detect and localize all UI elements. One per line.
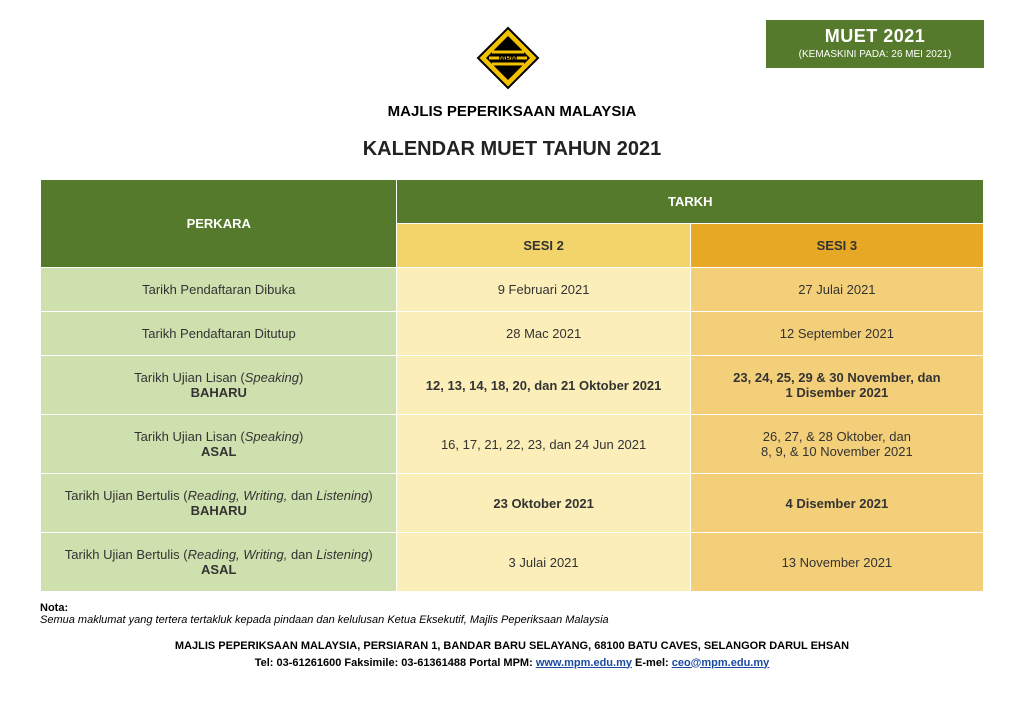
col-header-sesi2: SESI 2 [397,224,690,268]
perkara-cell: Tarikh Pendaftaran Dibuka [41,268,397,312]
sesi2-cell: 3 Julai 2021 [397,533,690,592]
col-header-sesi3: SESI 3 [690,224,983,268]
calendar-table: PERKARA TARKH SESI 2 SESI 3 Tarikh Penda… [40,179,984,592]
nota-label: Nota: [40,602,68,614]
table-row: Tarikh Ujian Lisan (Speaking) ASAL 16, 1… [41,415,984,474]
table-row: Tarikh Ujian Lisan (Speaking) BAHARU 12,… [41,356,984,415]
sesi3-cell: 12 September 2021 [690,312,983,356]
organization-name: MAJLIS PEPERIKSAAN MALAYSIA [40,103,984,120]
portal-link[interactable]: www.mpm.edu.my [536,657,632,669]
perkara-cell: Tarikh Ujian Lisan (Speaking) ASAL [41,415,397,474]
footer-block: MAJLIS PEPERIKSAAN MALAYSIA, PERSIARAN 1… [40,638,984,671]
logo-container: MPM [250,20,766,95]
perkara-cell: Tarikh Pendaftaran Ditutup [41,312,397,356]
badge-subtitle: (KEMASKINI PADA: 26 MEI 2021) [780,49,970,60]
svg-text:MPM: MPM [499,54,518,63]
col-header-tarkh: TARKH [397,180,984,224]
sesi2-cell: 12, 13, 14, 18, 20, dan 21 Oktober 2021 [397,356,690,415]
sesi3-cell: 13 November 2021 [690,533,983,592]
sesi2-cell: 28 Mac 2021 [397,312,690,356]
sesi3-cell: 4 Disember 2021 [690,474,983,533]
sesi3-cell: 26, 27, & 28 Oktober, dan8, 9, & 10 Nove… [690,415,983,474]
document-title: KALENDAR MUET TAHUN 2021 [40,138,984,161]
nota-text: Semua maklumat yang tertera tertakluk ke… [40,614,609,626]
sesi2-cell: 16, 17, 21, 22, 23, dan 24 Jun 2021 [397,415,690,474]
perkara-cell: Tarikh Ujian Bertulis (Reading, Writing,… [41,474,397,533]
col-header-perkara: PERKARA [41,180,397,268]
nota-block: Nota: Semua maklumat yang tertera tertak… [40,602,984,626]
footer-address: MAJLIS PEPERIKSAAN MALAYSIA, PERSIARAN 1… [40,638,984,655]
email-link[interactable]: ceo@mpm.edu.my [672,657,770,669]
table-row: Tarikh Ujian Bertulis (Reading, Writing,… [41,533,984,592]
muet-badge: MUET 2021 (KEMASKINI PADA: 26 MEI 2021) [766,20,984,68]
sesi2-cell: 23 Oktober 2021 [397,474,690,533]
table-row: Tarikh Pendaftaran Dibuka 9 Februari 202… [41,268,984,312]
table-row: Tarikh Ujian Bertulis (Reading, Writing,… [41,474,984,533]
header-row: MPM MUET 2021 (KEMASKINI PADA: 26 MEI 20… [40,20,984,95]
sesi3-cell: 27 Julai 2021 [690,268,983,312]
footer-contact: Tel: 03-61261600 Faksimile: 03-61361488 … [40,655,984,672]
sesi3-cell: 23, 24, 25, 29 & 30 November, dan1 Disem… [690,356,983,415]
perkara-cell: Tarikh Ujian Bertulis (Reading, Writing,… [41,533,397,592]
badge-title: MUET 2021 [780,26,970,47]
perkara-cell: Tarikh Ujian Lisan (Speaking) BAHARU [41,356,397,415]
sesi2-cell: 9 Februari 2021 [397,268,690,312]
table-row: Tarikh Pendaftaran Ditutup 28 Mac 2021 1… [41,312,984,356]
mpm-logo-icon: MPM [476,26,540,95]
